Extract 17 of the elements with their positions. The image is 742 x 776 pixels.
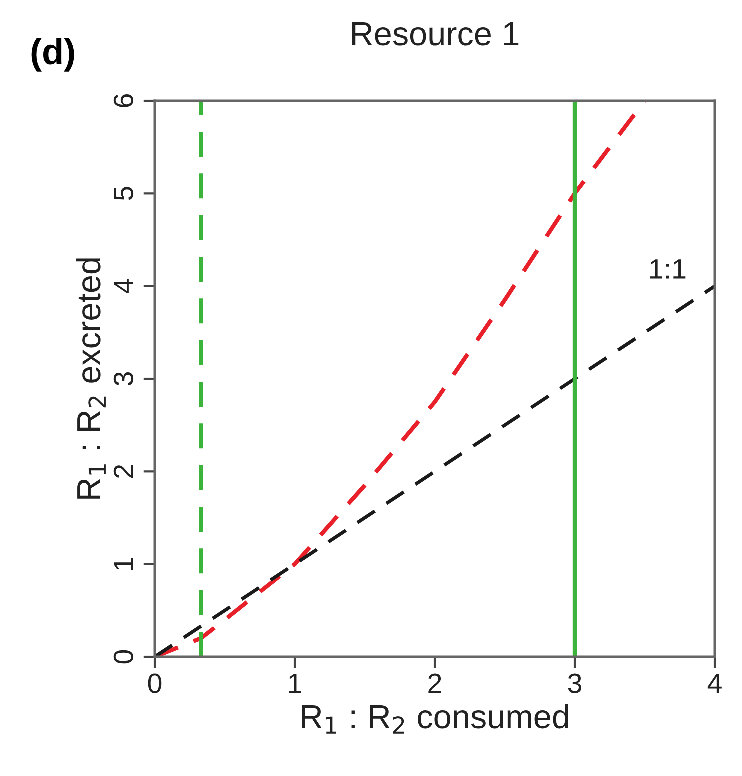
y-axis-title: R$_{1}$ : R$_{2}$ excreted xyxy=(76,258,106,499)
y-tick-label: 1 xyxy=(114,558,134,570)
y-tick-label: 4 xyxy=(114,279,134,294)
y-tick-label: 5 xyxy=(114,187,134,200)
y-tick-label: 3 xyxy=(114,372,134,386)
x-tick-label: 0 xyxy=(148,674,162,694)
y-tick-label: 6 xyxy=(114,94,134,108)
y-tick-label: 0 xyxy=(114,650,134,664)
x-tick-label: 4 xyxy=(708,674,722,694)
x-tick-label: 2 xyxy=(428,674,442,694)
chart-title: Resource 1 xyxy=(352,22,519,46)
text: (d) xyxy=(32,38,74,72)
y-tick-label: 2 xyxy=(114,465,134,478)
series-label: 1:1 xyxy=(650,260,686,279)
x-tick-label: 1 xyxy=(289,674,302,694)
x-axis-title: R$_{1}$ : R$_{2}$ consumed xyxy=(302,704,568,734)
x-tick-label: 3 xyxy=(568,674,582,694)
